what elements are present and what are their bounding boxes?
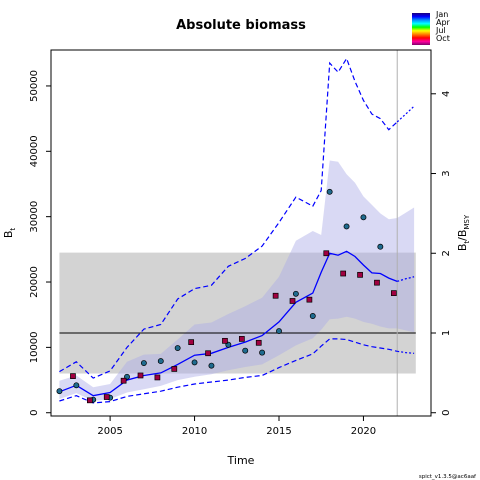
observation-point-q3 bbox=[188, 339, 195, 345]
y-right-tick-label: 3 bbox=[441, 170, 452, 176]
plot-area bbox=[56, 50, 416, 416]
x-tick-label: 2010 bbox=[182, 426, 207, 437]
observation-point-q3 bbox=[238, 336, 245, 342]
observation-point-q3 bbox=[272, 292, 279, 299]
observation-point-q3 bbox=[289, 298, 296, 304]
y-tick-label: 20000 bbox=[29, 266, 40, 298]
observation-point-q1 bbox=[309, 313, 316, 319]
observation-point-q3 bbox=[137, 372, 144, 379]
observation-point-q3 bbox=[103, 394, 110, 400]
bmsy-ci-band bbox=[59, 252, 416, 374]
forecast-estimate-line bbox=[397, 276, 415, 283]
chart-title: Absolute biomass bbox=[176, 18, 306, 33]
axes: 2005 2010 2015 2020 0 10000 20000 30000 40000 500… bbox=[29, 70, 452, 437]
legend-label: Jul bbox=[435, 26, 446, 35]
y-tick-label: 10000 bbox=[29, 331, 40, 363]
observation-point-q1 bbox=[73, 382, 80, 389]
version-footer: spict_v1.3.5@ac6aaf bbox=[419, 474, 477, 480]
observation-point-q3 bbox=[323, 250, 330, 257]
y-right-tick-label: 1 bbox=[441, 330, 452, 336]
observation-point-q3 bbox=[120, 377, 127, 384]
observation-point-q1 bbox=[191, 359, 198, 366]
y-tick-label: 50000 bbox=[29, 70, 40, 102]
y-tick-label: 40000 bbox=[29, 135, 40, 167]
observation-point-q3 bbox=[374, 279, 380, 286]
observation-point-q3 bbox=[390, 290, 397, 296]
observation-point-q1 bbox=[208, 362, 215, 369]
svg-text:Bt/BMSY: Bt/BMSY bbox=[456, 214, 471, 251]
legend-label: Oct bbox=[436, 34, 450, 43]
forecast-ci-lower-line bbox=[397, 350, 415, 354]
x-tick-label: 2015 bbox=[266, 426, 291, 437]
observation-point-q3 bbox=[70, 373, 76, 379]
observation-point-q1 bbox=[377, 243, 384, 250]
observation-point-q3 bbox=[255, 339, 262, 346]
estimate-ci-band bbox=[59, 160, 415, 401]
observation-point-q3 bbox=[222, 337, 228, 344]
observation-point-q1 bbox=[360, 214, 367, 221]
y-right-tick-label: 0 bbox=[441, 410, 452, 416]
observation-point-q3 bbox=[171, 366, 178, 372]
legend-color-bar bbox=[412, 13, 430, 45]
observation-point-q1 bbox=[140, 360, 147, 367]
observation-point-q1 bbox=[174, 345, 181, 351]
y-axis-label-left: Bt bbox=[2, 228, 17, 239]
observation-point-q3 bbox=[306, 296, 313, 303]
observation-point-q1 bbox=[242, 347, 249, 354]
plot-frame bbox=[50, 49, 432, 417]
observation-point-q3 bbox=[205, 350, 211, 357]
observation-point-q1 bbox=[343, 223, 350, 230]
observation-point-q3 bbox=[154, 374, 161, 381]
observation-point-q1 bbox=[56, 388, 63, 395]
ci-lower-line bbox=[59, 338, 398, 404]
x-axis-label: Time bbox=[227, 454, 255, 467]
observation-point-q3 bbox=[340, 270, 347, 277]
legend-label: Apr bbox=[436, 18, 451, 27]
estimate-line bbox=[59, 250, 398, 397]
observation-point-q3 bbox=[357, 271, 363, 278]
y-tick-label: 30000 bbox=[29, 201, 40, 233]
observation-point-q1 bbox=[326, 188, 333, 195]
y-right-tick-label: 2 bbox=[441, 250, 452, 256]
observation-point-q1 bbox=[276, 328, 282, 334]
observation-point-q1 bbox=[292, 290, 299, 297]
legend-label: Jan bbox=[435, 10, 448, 19]
y-tick-label: 0 bbox=[29, 410, 40, 416]
observation-point-q1 bbox=[259, 349, 266, 356]
x-tick-label: 2005 bbox=[97, 426, 122, 437]
x-tick-label: 2020 bbox=[351, 426, 376, 437]
y-axis-label-right: Bt/BMSY bbox=[456, 214, 471, 251]
svg-text:Bt: Bt bbox=[2, 228, 17, 239]
y-right-tick-label: 4 bbox=[441, 91, 452, 97]
observation-point-q1 bbox=[157, 358, 164, 365]
forecast-ci-upper-line bbox=[396, 105, 415, 123]
observation-point-q3 bbox=[86, 397, 93, 404]
